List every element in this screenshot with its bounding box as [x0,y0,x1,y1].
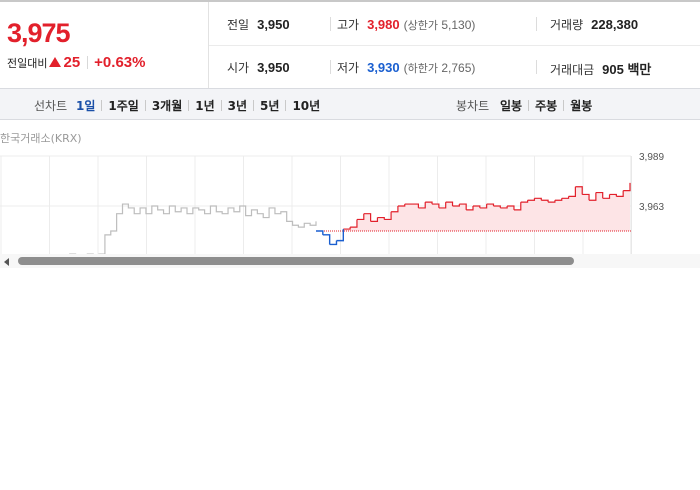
stat-value: 3,930 [367,60,400,75]
tab-divider [563,100,565,111]
candle-chart-label: 봉차트 [456,99,490,113]
stat-label: 시가 [227,61,250,75]
price-change-row: 전일대비 25 +0.63% [7,54,145,71]
prev-day-series-line [58,203,317,256]
scroll-left-arrow-icon[interactable] [4,258,9,266]
column-divider [330,60,331,74]
stat-value: 3,980 [367,17,400,32]
period-tab[interactable]: 일봉 [500,99,523,113]
today-series-line-down [316,229,345,246]
stat-value: 3,950 [257,17,290,32]
tab-divider [101,100,103,111]
period-tab[interactable]: 3개월 [151,99,183,113]
upper-limit-value: 5,130 [441,18,472,32]
tab-divider [285,100,287,111]
stat-volume: 거래량 228,380 [550,16,638,33]
period-tab[interactable]: 5년 [260,99,280,113]
lower-limit-value: 2,765 [441,61,472,75]
chart-svg: 3,989 3,963 [0,152,664,256]
top-border [0,0,700,2]
scroll-thumb[interactable] [18,257,574,265]
stat-low: 저가 3,930 (하한가 2,765) [337,59,475,76]
upper-limit-label: 상한가 [407,19,439,32]
price-panel: 3,975 전일대비 25 +0.63% [0,2,209,88]
column-divider [536,17,537,31]
change-label: 전일대비 [7,56,48,70]
stat-value: 3,950 [257,60,290,75]
upper-limit: (상한가 5,130) [403,18,476,32]
lower-limit-label: 하한가 [407,62,439,75]
period-tab[interactable]: 1주일 [108,99,139,113]
change-value: 25 [63,54,81,71]
tab-divider [188,100,190,111]
tab-divider [144,100,146,111]
stats-divider [209,45,700,46]
stats-grid: 전일 3,950 고가 3,980 (상한가 5,130) 거래량 228,38… [209,2,700,88]
line-chart-label: 선차트 [34,99,68,113]
tab-divider [528,100,530,111]
stat-label: 전일 [227,18,250,32]
chart-period-bar: 선차트 1일 1주일 3개월 1년 3년 5년 10년 봉차트 일봉 주봉 월봉 [0,88,700,120]
change-rate: +0.63% [94,54,146,71]
stat-prev-close: 전일 3,950 [227,16,290,33]
line-period-tabs: 1일 1주일 3개월 1년 3년 5년 10년 [70,97,326,114]
chart-scrollbar[interactable] [0,254,700,268]
chart-source: 한국거래소(KRX) [0,132,82,145]
stat-amount: 거래대금 905 백만 [550,59,651,78]
today-series-line-up [343,182,631,230]
column-divider [330,17,331,31]
tab-divider [220,100,222,111]
change-divider [87,56,89,69]
lower-limit: (하한가 2,765) [403,61,476,75]
stat-value: 228,380 [591,17,639,32]
up-triangle-icon [49,57,62,67]
y-tick-label: 3,989 [639,152,664,163]
period-tab[interactable]: 3년 [227,99,248,113]
stat-label: 저가 [337,61,360,75]
period-tab[interactable]: 10년 [292,99,321,113]
current-price: 3,975 [7,18,71,48]
stat-high: 고가 3,980 (상한가 5,130) [337,16,475,33]
intraday-chart: 3,989 3,963 [0,148,700,256]
stat-label: 고가 [337,18,360,32]
period-tab[interactable]: 1년 [195,99,215,113]
period-tab[interactable]: 월봉 [570,99,593,113]
stat-open: 시가 3,950 [227,59,290,76]
tab-divider [253,100,255,111]
stat-label: 거래대금 [550,63,595,77]
period-tab[interactable]: 1일 [76,99,96,113]
y-tick-label: 3,963 [639,202,664,213]
stat-value: 905 백만 [602,62,652,77]
stat-label: 거래량 [550,18,584,32]
column-divider [536,60,537,74]
candle-period-tabs: 일봉 주봉 월봉 [494,97,598,114]
period-tab[interactable]: 주봉 [535,99,558,113]
